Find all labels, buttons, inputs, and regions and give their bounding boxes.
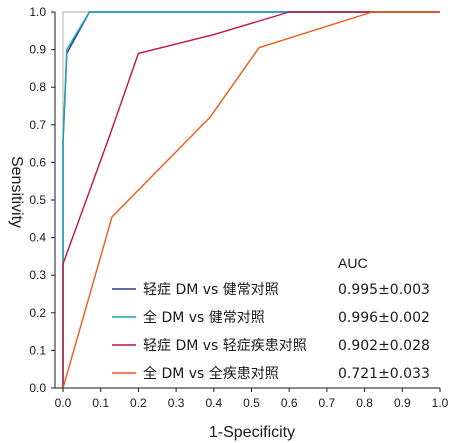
y-tick-label: 0.7 [29,118,46,132]
y-tick-label: 0.4 [29,231,46,245]
roc-curve-4 [62,11,440,389]
y-tick-label: 0.1 [29,343,46,357]
y-tick-label: 0.6 [29,155,46,169]
y-tick-label: 0.5 [29,193,46,207]
roc-curve-2 [62,11,440,388]
legend-auc-1: 0.995±0.003 [338,282,430,298]
legend-label-2: 全 DM vs 健常对照 [143,309,265,326]
y-tick-label: 0.8 [29,80,46,94]
x-tick-label: 1.0 [432,396,449,410]
plot-frame [54,12,440,389]
y-axis-ticks: 0.0 0.1 0.2 0.3 0.4 0.5 0.6 0.7 0.8 0.9 1.0 [29,5,55,395]
legend-auc-2: 0.996±0.002 [338,310,430,326]
legend-auc-4: 0.721±0.033 [338,366,430,382]
roc-curve-3 [62,11,440,388]
y-tick-label: 0.0 [29,381,46,395]
x-tick-label: 0.9 [394,396,411,410]
y-tick-label: 0.9 [29,43,46,57]
series-layer [62,11,440,389]
reference-line [62,11,440,388]
legend-auc-header: AUC [338,255,368,271]
y-tick-label: 1.0 [29,5,46,19]
x-axis-title: 1-Specificity [209,424,295,441]
reference-layer [62,11,440,388]
roc-curve-1 [62,11,440,388]
x-tick-label: 0.8 [356,396,373,410]
x-tick-label: 0.0 [55,396,72,410]
x-tick-label: 0.4 [205,396,222,410]
x-tick-label: 0.7 [319,396,336,410]
y-tick-label: 0.3 [29,268,46,282]
x-tick-label: 0.6 [281,396,298,410]
x-tick-label: 0.5 [243,396,260,410]
y-tick-label: 0.2 [29,306,46,320]
legend-label-4: 全 DM vs 全疾患对照 [143,365,279,382]
legend-label-1: 轻症 DM vs 健常对照 [143,282,279,298]
legend-auc-3: 0.902±0.028 [338,338,430,354]
x-tick-label: 0.2 [130,396,147,410]
y-axis-title: Sensitivity [8,156,25,228]
legend-label-3: 轻症 DM vs 轻症疾患对照 [143,338,307,354]
x-tick-label: 0.3 [168,396,185,410]
x-tick-label: 0.1 [92,396,109,410]
x-axis-ticks: 0.0 0.1 0.2 0.3 0.4 0.5 0.6 0.7 0.8 0.9 1.0 [55,388,449,410]
legend: AUC 轻症 DM vs 健常对照 0.995±0.003 全 DM vs 健常对照… [112,255,430,382]
